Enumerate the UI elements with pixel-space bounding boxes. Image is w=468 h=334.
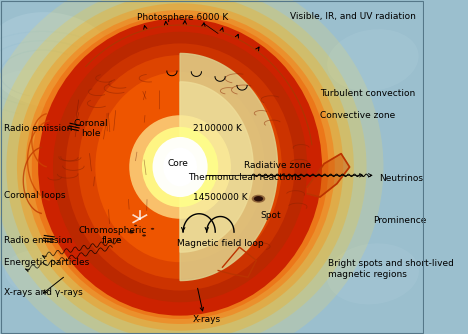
Text: Turbulent convection: Turbulent convection <box>320 89 415 98</box>
Ellipse shape <box>7 0 354 334</box>
Ellipse shape <box>95 72 265 262</box>
Text: Chromospheric
flare: Chromospheric flare <box>78 226 146 245</box>
Ellipse shape <box>25 10 335 324</box>
Text: 14500000 K: 14500000 K <box>193 193 248 201</box>
Text: Coronal loops: Coronal loops <box>4 191 66 200</box>
Polygon shape <box>180 53 278 281</box>
Ellipse shape <box>0 0 366 334</box>
Text: Convective zone: Convective zone <box>320 111 395 120</box>
Text: Radio emission: Radio emission <box>4 236 73 245</box>
Text: Radio emission: Radio emission <box>4 124 73 133</box>
Ellipse shape <box>17 3 343 331</box>
Ellipse shape <box>252 195 265 203</box>
Ellipse shape <box>327 29 418 91</box>
Ellipse shape <box>5 250 80 298</box>
Ellipse shape <box>151 228 154 230</box>
Text: Spot: Spot <box>260 211 281 220</box>
Ellipse shape <box>0 70 72 130</box>
Ellipse shape <box>79 55 282 279</box>
Text: Magnetic field loop: Magnetic field loop <box>177 239 263 248</box>
Ellipse shape <box>53 32 307 302</box>
Ellipse shape <box>163 148 197 186</box>
Text: Radiative zone: Radiative zone <box>244 161 311 170</box>
Text: X-rays and γ-rays: X-rays and γ-rays <box>4 288 83 297</box>
Text: Photosphere 6000 K: Photosphere 6000 K <box>137 13 228 22</box>
Ellipse shape <box>254 196 263 201</box>
Ellipse shape <box>66 43 294 291</box>
Text: Prominence: Prominence <box>373 216 426 225</box>
Text: 2100000 K: 2100000 K <box>193 124 241 133</box>
Polygon shape <box>180 82 253 252</box>
Polygon shape <box>307 154 350 197</box>
Text: Visible, IR, and UV radiation: Visible, IR, and UV radiation <box>290 12 416 21</box>
Ellipse shape <box>32 15 329 319</box>
Ellipse shape <box>134 225 137 226</box>
Text: Thermonuclear reactions: Thermonuclear reactions <box>189 173 302 181</box>
Ellipse shape <box>142 234 146 236</box>
Ellipse shape <box>38 18 322 316</box>
Text: Bright spots and short-lived
magnetic regions: Bright spots and short-lived magnetic re… <box>329 259 454 279</box>
Text: X-rays: X-rays <box>193 316 221 324</box>
Ellipse shape <box>142 127 218 207</box>
Ellipse shape <box>327 243 419 304</box>
Text: Coronal
hole: Coronal hole <box>74 119 109 138</box>
Ellipse shape <box>153 137 208 197</box>
Ellipse shape <box>0 0 383 334</box>
Text: Core: Core <box>168 159 189 168</box>
Ellipse shape <box>0 12 117 108</box>
Text: Energetic particles: Energetic particles <box>4 258 89 267</box>
Text: Neutrinos: Neutrinos <box>379 174 423 183</box>
Ellipse shape <box>129 115 231 219</box>
Ellipse shape <box>129 231 134 233</box>
